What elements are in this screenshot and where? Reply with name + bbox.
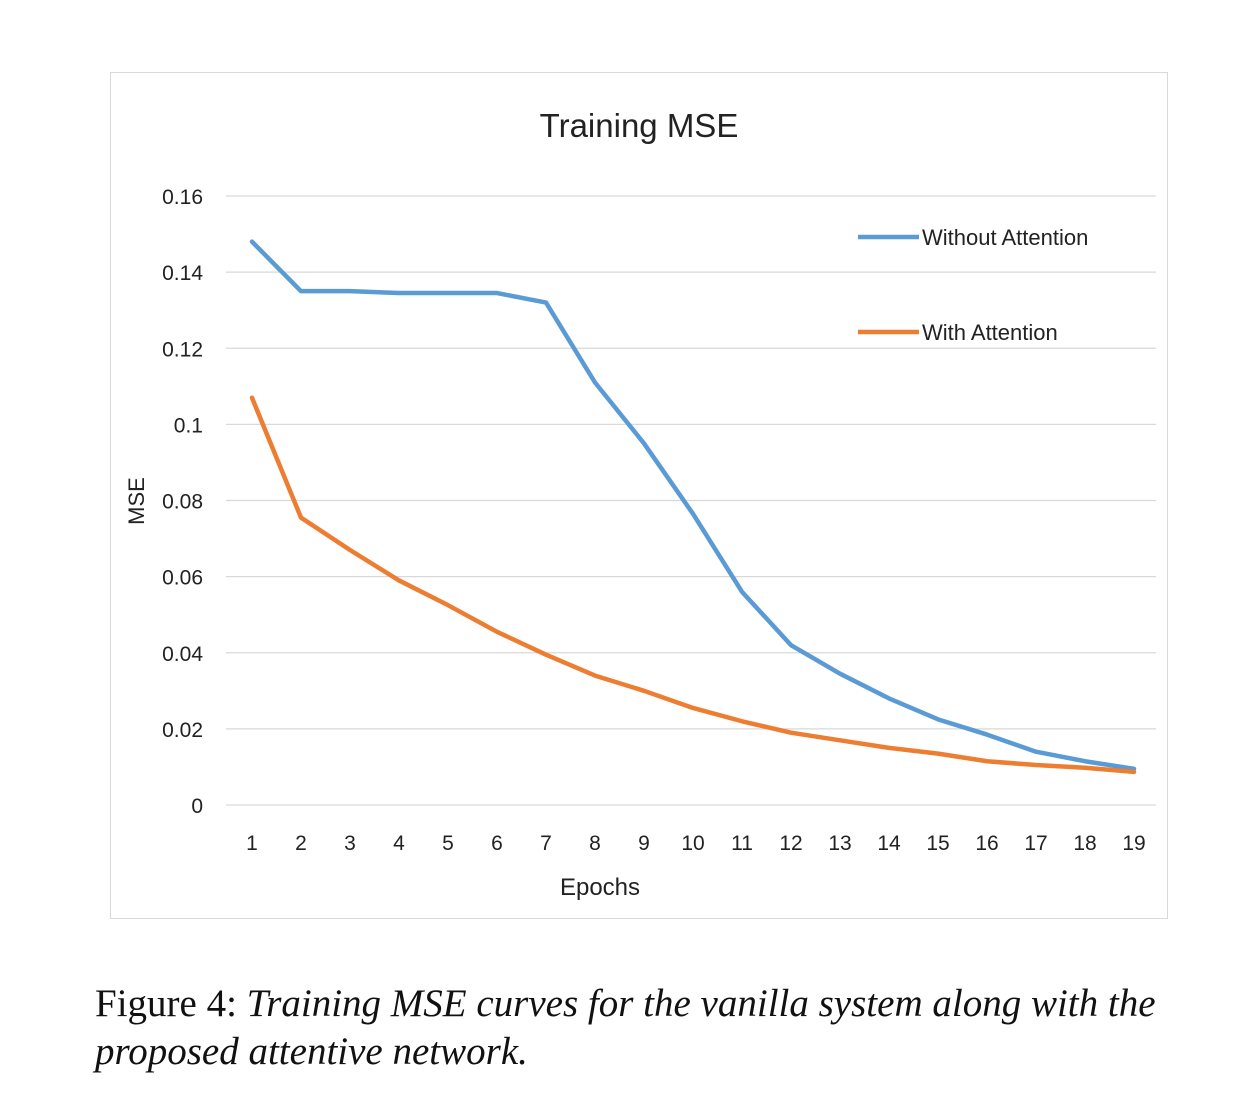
series-line [249,239,1137,772]
caption-label: Figure 4: [95,982,237,1025]
x-tick-label: 9 [638,832,650,855]
y-tick-label: 0.14 [162,262,203,285]
x-axis-label: Epochs [560,874,640,901]
x-tick-label: 3 [344,832,356,855]
x-tick-label: 18 [1073,832,1096,855]
y-tick-label: 0.04 [162,643,203,666]
x-tick-label: 1 [246,832,258,855]
series-line [249,395,1137,775]
y-tick-label: 0.12 [162,338,203,361]
caption-text: Training MSE curves for the vanilla syst… [95,982,1156,1073]
x-tick-label: 16 [975,832,998,855]
y-tick-labels: 0 0.02 0.04 0.06 0.08 0.1 0.12 0.14 0.16 [162,186,203,818]
legend-label: Without Attention [922,225,1088,250]
y-tick-label: 0.06 [162,567,203,590]
y-tick-label: 0.1 [174,414,203,437]
x-tick-label: 4 [393,832,405,855]
y-axis-label: MSE [124,477,149,525]
x-tick-label: 11 [731,832,753,855]
y-tick-label: 0 [191,795,203,818]
figure-caption: Figure 4: Training MSE curves for the va… [95,980,1195,1076]
y-tick-label: 0.16 [162,186,203,209]
x-tick-label: 6 [491,832,503,855]
legend-label: With Attention [922,320,1058,345]
x-tick-label: 17 [1024,832,1047,855]
x-tick-label: 2 [295,832,307,855]
legend: Without Attention With Attention [858,225,1088,345]
x-tick-label: 14 [877,832,901,855]
x-tick-label: 15 [926,832,949,855]
series-lines [249,239,1137,775]
chart-title: Training MSE [540,107,739,144]
x-tick-label: 5 [442,832,454,855]
x-tick-label: 12 [779,832,802,855]
y-tick-label: 0.02 [162,719,203,742]
line-chart: Training MSE Epochs MSE 0 0.02 0.04 0.06 0.0… [124,107,1156,901]
x-tick-label: 13 [828,832,851,855]
chart-frame: Training MSE Epochs MSE 0 0.02 0.04 0.06 0.0… [110,72,1168,919]
x-tick-label: 8 [589,832,601,855]
x-tick-label: 19 [1122,832,1145,855]
y-tick-label: 0.08 [162,491,203,514]
x-tick-labels: 1 2 3 4 5 6 7 8 9 10 11 12 13 14 15 16 17 18 19 [246,832,1146,855]
x-tick-label: 10 [681,832,704,855]
x-tick-label: 7 [540,832,552,855]
gridlines [226,195,1156,806]
